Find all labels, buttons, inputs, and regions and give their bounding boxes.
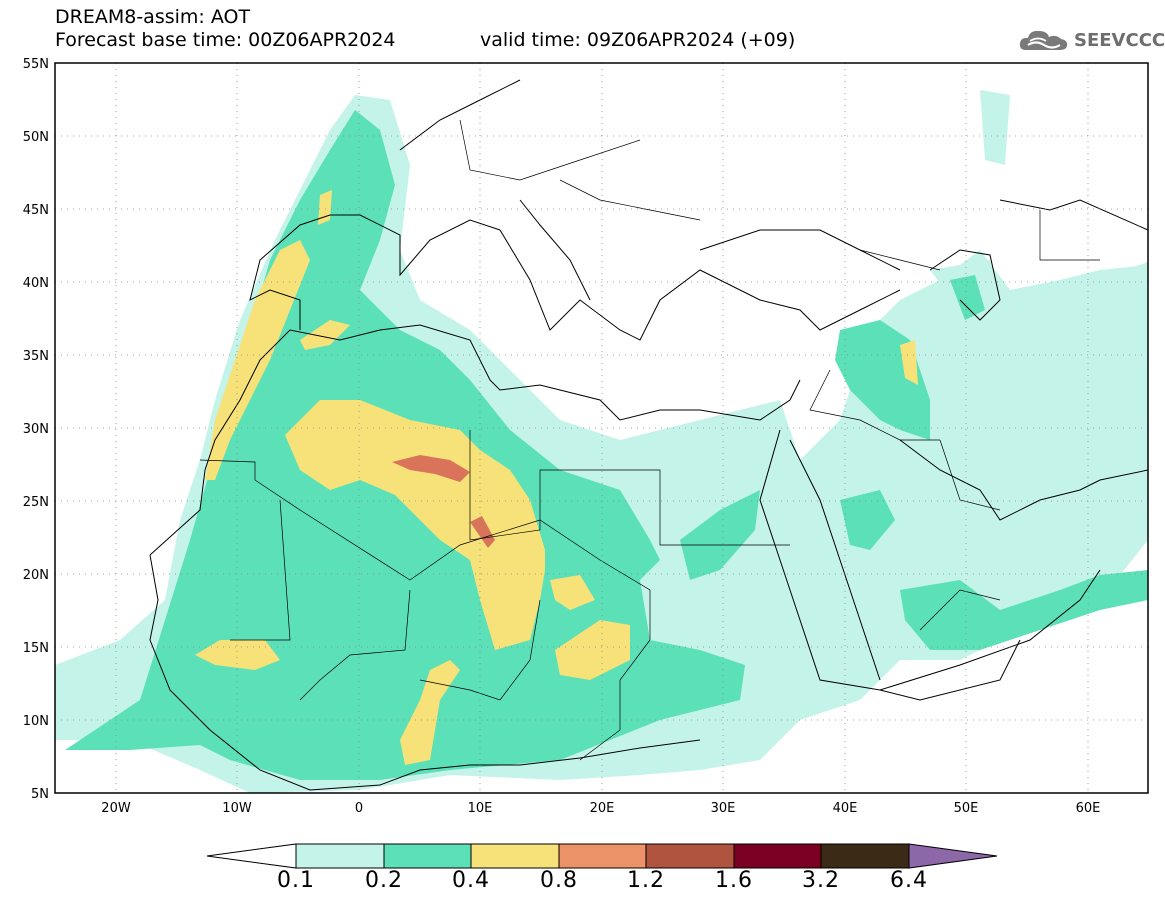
lat-label: 25N xyxy=(23,495,49,510)
colorbar-label: 0.2 xyxy=(365,868,403,893)
latitude-labels: 55N 50N 45N 40N 35N 30N 25N 20N 15N 10N … xyxy=(23,57,49,802)
lat-label: 45N xyxy=(23,203,49,218)
lat-label: 40N xyxy=(23,276,49,291)
lon-label: 0 xyxy=(355,801,363,816)
lon-label: 40E xyxy=(833,801,858,816)
lat-label: 20N xyxy=(23,568,49,583)
aot-level-0-4 xyxy=(195,190,918,765)
cloud-logo-icon xyxy=(1019,30,1068,50)
colorbar-segment xyxy=(470,843,560,869)
logo-text: SEEVCCC xyxy=(1074,29,1165,51)
colorbar-segment xyxy=(645,843,735,869)
colorbar-segment xyxy=(295,843,385,869)
lat-label: 55N xyxy=(23,57,49,72)
colorbar-label: 0.8 xyxy=(540,868,578,893)
colorbar-label: 3.2 xyxy=(802,868,840,893)
forecast-base-time: Forecast base time: 00Z06APR2024 xyxy=(55,29,396,51)
lon-label: 50E xyxy=(954,801,979,816)
lon-label: 20W xyxy=(101,801,131,816)
lat-label: 5N xyxy=(31,787,49,802)
coastlines xyxy=(149,79,1148,791)
colorbar-label: 1.6 xyxy=(715,868,753,893)
lat-label: 10N xyxy=(23,714,49,729)
colorbar-label: 0.1 xyxy=(277,868,315,893)
colorbar-segment xyxy=(733,843,822,869)
grid-lines xyxy=(55,63,1148,793)
country-borders xyxy=(199,119,1100,761)
lat-label: 30N xyxy=(23,422,49,437)
lon-label: 10W xyxy=(222,801,252,816)
lon-label: 10E xyxy=(468,801,493,816)
lon-label: 30E xyxy=(711,801,736,816)
map-title: DREAM8-assim: AOT xyxy=(55,6,251,28)
colorbar-low-arrow xyxy=(206,843,297,869)
aot-field xyxy=(55,90,1148,793)
colorbar-high-arrow xyxy=(908,843,998,869)
colorbar-label: 6.4 xyxy=(890,868,928,893)
colorbar-segment xyxy=(820,843,910,869)
colorbar-segment xyxy=(558,843,647,869)
lat-label: 35N xyxy=(23,349,49,364)
colorbar-label: 0.4 xyxy=(452,868,490,893)
lon-label: 20E xyxy=(590,801,615,816)
lat-label: 50N xyxy=(23,130,49,145)
colorbar-label: 1.2 xyxy=(627,868,665,893)
seevccc-logo: SEEVCCC xyxy=(1018,26,1165,54)
lon-label: 60E xyxy=(1076,801,1101,816)
valid-time: valid time: 09Z06APR2024 (+09) xyxy=(480,29,796,51)
lat-label: 15N xyxy=(23,641,49,656)
colorbar xyxy=(206,843,998,869)
map-frame xyxy=(54,62,1149,794)
longitude-labels: 20W 10W 0 10E 20E 30E 40E 50E 60E xyxy=(101,801,1100,816)
colorbar-segment xyxy=(383,843,472,869)
aot-level-0-8 xyxy=(392,455,495,548)
